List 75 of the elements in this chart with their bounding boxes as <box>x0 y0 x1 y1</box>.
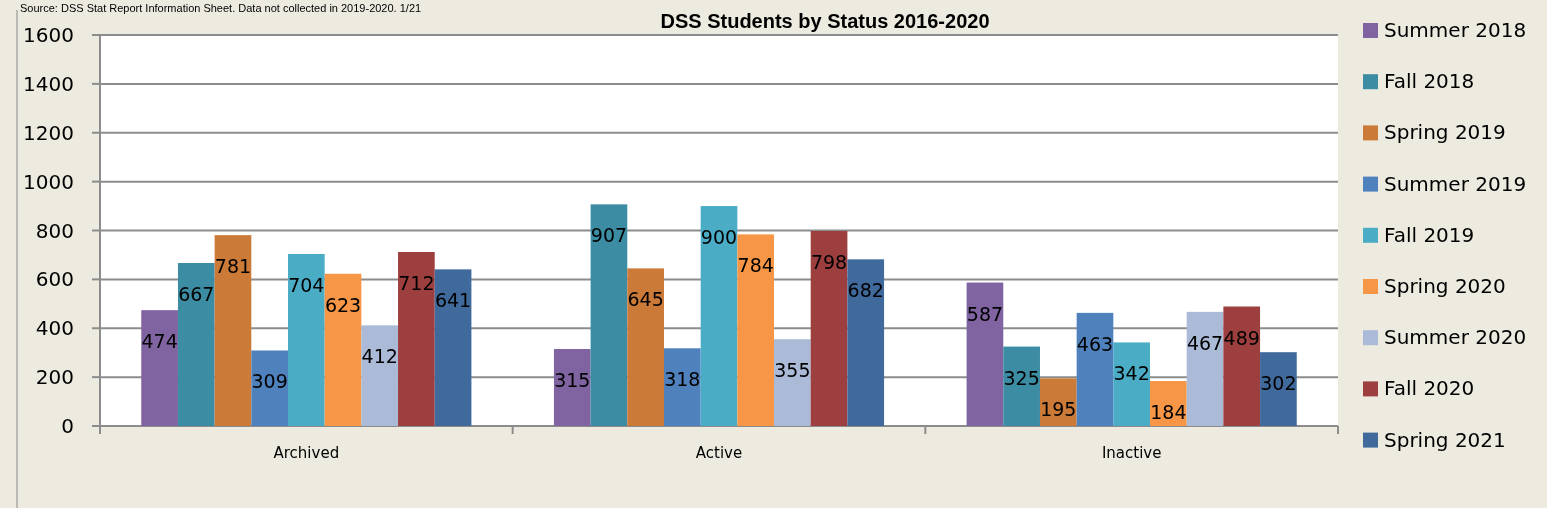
data-label: 784 <box>737 254 774 277</box>
data-label: 315 <box>554 369 591 392</box>
x-tick-label: Active <box>695 444 743 462</box>
x-tick-label: Inactive <box>1101 444 1162 462</box>
data-label: 474 <box>141 330 178 353</box>
bar <box>251 350 288 426</box>
bar <box>663 348 701 426</box>
data-label: 467 <box>1186 331 1224 354</box>
data-label: 355 <box>774 359 811 382</box>
legend-label: Summer 2019 <box>1384 171 1527 196</box>
y-tick-label: 1600 <box>23 23 74 47</box>
bar <box>214 235 252 426</box>
x-tick-label: Archived <box>273 444 340 462</box>
bar <box>553 349 591 426</box>
bar <box>966 282 1004 426</box>
data-label: 798 <box>810 250 848 273</box>
data-label: 645 <box>627 288 664 311</box>
legend-label: Fall 2019 <box>1384 222 1475 247</box>
data-label: 412 <box>361 345 398 368</box>
y-tick-label: 1000 <box>23 169 74 194</box>
bar <box>398 252 435 426</box>
data-label: 907 <box>590 224 628 247</box>
bar <box>1076 312 1114 426</box>
y-tick-label: 1400 <box>23 71 74 96</box>
data-label: 712 <box>398 272 435 295</box>
source-note: Source: DSS Stat Report Information Sheet. Data not collected in 2019-2020. 1/21 <box>20 2 422 14</box>
bar <box>847 259 885 426</box>
data-label: 900 <box>700 226 738 249</box>
legend-label: Spring 2021 <box>1384 427 1506 452</box>
data-label: 489 <box>1223 326 1260 349</box>
bar <box>774 339 811 426</box>
bar <box>1186 311 1224 426</box>
bar <box>1223 306 1261 426</box>
chart-title: DSS Students by Status 2016-2020 <box>660 10 990 32</box>
bar <box>700 206 738 426</box>
y-tick-label: 1200 <box>23 120 74 145</box>
data-label: 302 <box>1260 372 1297 395</box>
bar <box>434 269 472 426</box>
legend-label: Fall 2020 <box>1384 376 1475 401</box>
y-tick-label: 200 <box>35 365 74 390</box>
legend-label: Spring 2019 <box>1384 120 1506 145</box>
bar <box>737 234 775 426</box>
bar <box>1113 342 1151 426</box>
data-label: 318 <box>664 368 701 391</box>
y-tick-label: 0 <box>61 414 74 438</box>
y-tick-label: 800 <box>35 218 74 243</box>
data-label: 623 <box>324 293 362 316</box>
data-label: 781 <box>214 255 252 278</box>
legend-label: Spring 2020 <box>1384 274 1506 298</box>
data-label: 184 <box>1150 401 1187 424</box>
bar <box>361 325 399 426</box>
legend-label: Summer 2020 <box>1384 325 1527 350</box>
bar <box>287 253 325 426</box>
y-tick-label: 400 <box>35 316 74 341</box>
bar <box>810 230 848 426</box>
bar <box>141 310 178 426</box>
bar <box>590 204 628 426</box>
bar <box>1260 352 1297 426</box>
data-label: 309 <box>251 370 288 393</box>
legend-label: Summer 2018 <box>1384 18 1527 42</box>
data-label: 325 <box>1003 366 1040 389</box>
data-label: 704 <box>288 273 325 296</box>
data-label: 667 <box>178 283 215 305</box>
data-label: 641 <box>434 289 472 312</box>
data-label: 463 <box>1076 332 1114 355</box>
bar <box>627 268 664 426</box>
data-label: 195 <box>1040 398 1077 421</box>
bar <box>177 263 215 426</box>
data-label: 587 <box>966 302 1004 325</box>
data-label: 342 <box>1113 362 1150 385</box>
bar <box>1003 346 1040 426</box>
bar <box>324 273 362 426</box>
legend-label: Fall 2018 <box>1384 69 1475 94</box>
data-label: 682 <box>847 279 884 302</box>
y-tick-label: 600 <box>35 267 74 292</box>
